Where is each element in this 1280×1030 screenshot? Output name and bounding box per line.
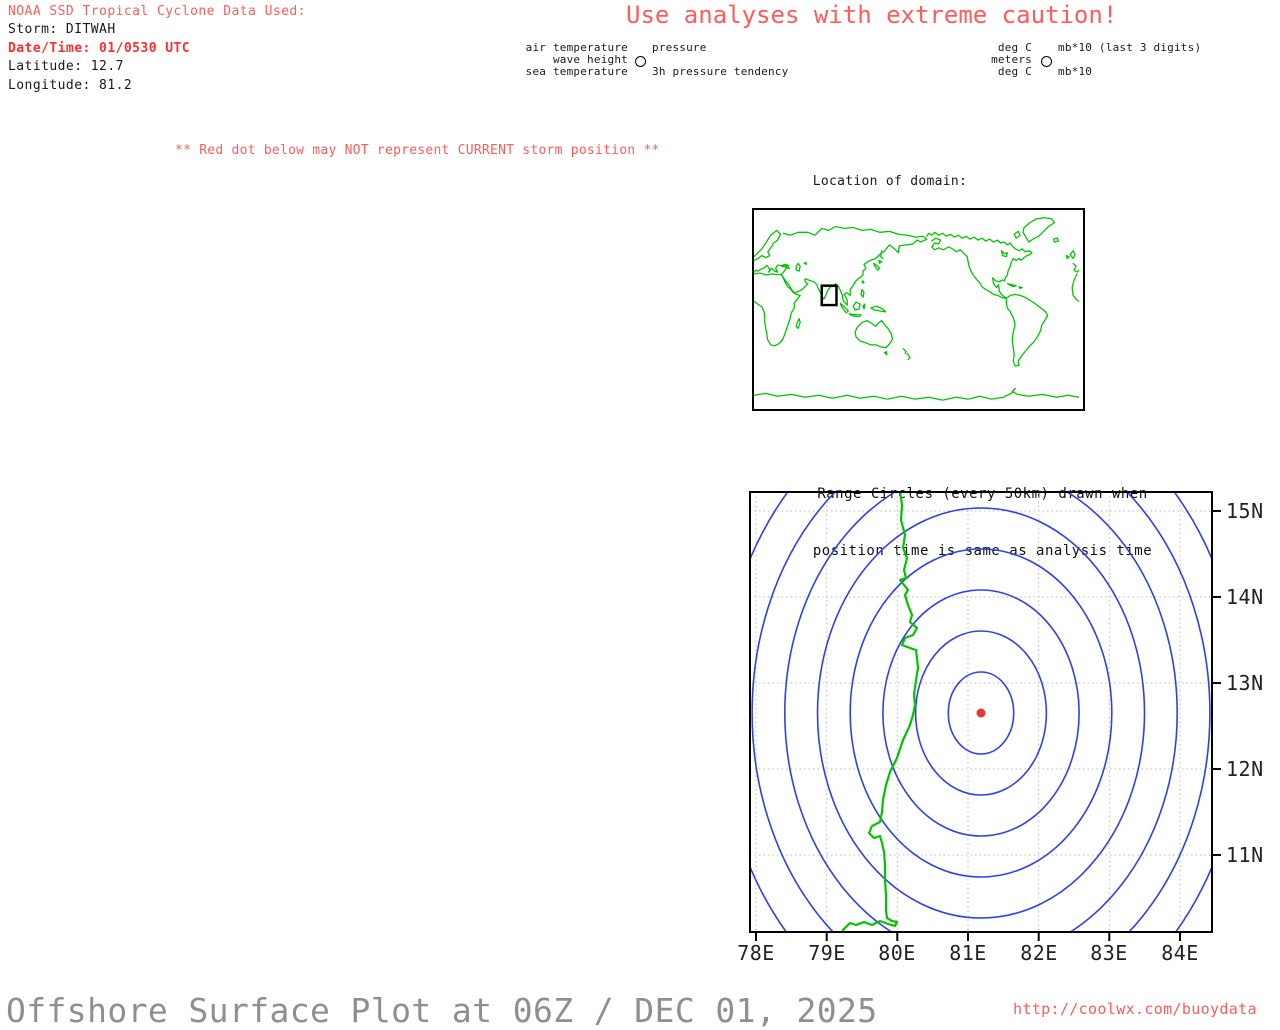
legend-wave-units-label: meters: [991, 53, 1032, 66]
storm-longitude-line: Longitude: 81.2: [8, 78, 133, 93]
range-circles: [750, 492, 1212, 932]
storm-data-source-line: NOAA SSD Tropical Cyclone Data Used:: [8, 4, 306, 19]
caution-banner: Use analyses with extreme caution!: [626, 1, 1118, 29]
legend-pressure-label: pressure: [652, 41, 707, 54]
position-warning: ** Red dot below may NOT represent CURRE…: [175, 143, 660, 158]
x-tick-label: 79E: [808, 941, 846, 965]
legend-pressure-units-label: mb*10 (last 3 digits): [1058, 41, 1202, 54]
y-tick-label: 11N: [1226, 843, 1264, 867]
x-tick-label: 82E: [1020, 941, 1058, 965]
y-tick-label: 13N: [1226, 671, 1264, 695]
y-tick-label: 14N: [1226, 585, 1264, 609]
legend-tendency-units-label: mb*10: [1058, 65, 1093, 78]
domain-map-title: Location of domain:: [812, 174, 968, 189]
station-model-circle-icon: [1040, 55, 1052, 67]
station-model-circle-icon: [635, 55, 646, 67]
legend-pressure-tendency-label: 3h pressure tendency: [652, 65, 789, 78]
legend-sea-temperature-label: sea temperature: [525, 65, 628, 78]
legend-air-units-label: deg C: [997, 41, 1032, 54]
x-tick-label: 81E: [949, 941, 987, 965]
x-tick-label: 78E: [737, 941, 775, 965]
storm-name-line: Storm: DITWAH: [8, 22, 116, 37]
coastline-india-east: [841, 492, 920, 932]
range-circle-plot: [749, 491, 1221, 941]
legend-sea-units-label: deg C: [997, 65, 1032, 78]
plot-frame: [749, 491, 1213, 933]
world-coastlines: [754, 217, 1079, 401]
domain-rectangle: [820, 284, 838, 307]
world-map: [752, 208, 1085, 411]
x-tick-label: 83E: [1090, 941, 1128, 965]
storm-latitude-line: Latitude: 12.7: [8, 59, 124, 74]
x-tick-label: 84E: [1161, 941, 1199, 965]
source-url-link[interactable]: http://coolwx.com/buoydata: [1013, 1000, 1257, 1018]
storm-position-dot: [976, 708, 986, 718]
legend-wave-height-label: wave height: [552, 53, 628, 66]
axis-ticks: [755, 510, 1221, 941]
y-tick-label: 12N: [1226, 757, 1264, 781]
page-title: Offshore Surface Plot at 06Z / DEC 01, 2…: [6, 991, 878, 1030]
x-tick-label: 80E: [878, 941, 916, 965]
coastline-group: [754, 217, 1079, 401]
y-tick-label: 15N: [1226, 499, 1264, 523]
legend-air-temperature-label: air temperature: [525, 41, 628, 54]
storm-datetime-line: Date/Time: 01/0530 UTC: [8, 41, 191, 56]
